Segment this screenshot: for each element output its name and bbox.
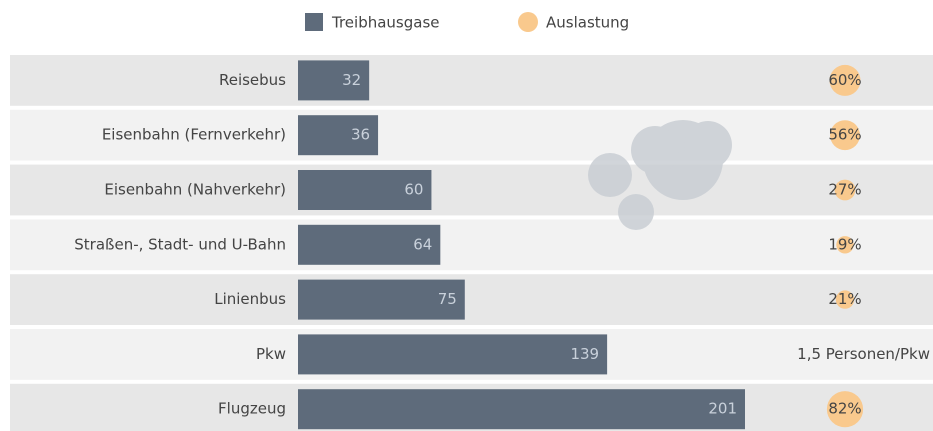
legend-swatch	[305, 13, 323, 31]
bar-value-label: 32	[342, 71, 361, 89]
bubble-label: 21%	[828, 290, 861, 308]
legend-label: Auslastung	[546, 14, 629, 32]
bubble-label: 19%	[828, 235, 861, 253]
row-background	[10, 55, 933, 106]
bar	[298, 389, 745, 429]
bubble-label: 60%	[828, 71, 861, 89]
category-label: Linienbus	[214, 290, 286, 308]
category-label: Pkw	[256, 345, 286, 363]
bubble-label: 1,5 Personen/Pkw	[797, 345, 930, 363]
bar-value-label: 201	[708, 400, 737, 418]
bubble-label: 56%	[828, 126, 861, 144]
legend-label: Treibhausgase	[331, 14, 440, 32]
category-label: Flugzeug	[218, 400, 286, 418]
legend-swatch	[518, 12, 538, 32]
bar-value-label: 64	[413, 235, 432, 253]
category-label: Eisenbahn (Fernverkehr)	[102, 126, 286, 144]
bar-value-label: 36	[351, 126, 370, 144]
bar	[298, 334, 607, 374]
bubble-label: 82%	[828, 400, 861, 418]
bubble-label: 27%	[828, 181, 861, 199]
bar-value-label: 139	[570, 345, 599, 363]
bar-value-label: 75	[438, 290, 457, 308]
row-background	[10, 274, 933, 325]
bar-value-label: 60	[404, 181, 423, 199]
category-label: Reisebus	[219, 71, 286, 89]
chart: Treibhausgase Auslastung Reisebus 32 60% Eise…	[0, 0, 933, 431]
category-label: Eisenbahn (Nahverkehr)	[104, 181, 286, 199]
category-label: Straßen-, Stadt- und U-Bahn	[74, 235, 286, 253]
